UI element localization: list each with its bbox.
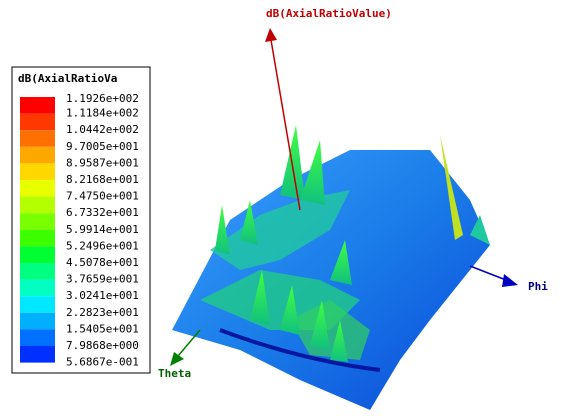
legend-title: dB(AxialRatioVa — [18, 72, 117, 85]
legend-label: 8.2168e+001 — [66, 173, 139, 186]
legend-swatch — [20, 329, 55, 346]
legend-swatch — [20, 246, 55, 263]
legend: dB(AxialRatioVa 1.1926e+002 1.1184e+002 1.… — [11, 66, 151, 374]
legend-swatch — [20, 97, 55, 114]
legend-swatch — [20, 312, 55, 330]
legend-label: 5.6867e-001 — [66, 356, 139, 369]
legend-label: 5.9914e+001 — [66, 223, 139, 236]
axes — [170, 28, 518, 366]
legend-swatch — [20, 146, 55, 164]
surface — [172, 125, 490, 410]
legend-swatch — [20, 163, 55, 180]
legend-label: 5.2496e+001 — [66, 239, 139, 252]
legend-label: 2.2823e+001 — [66, 306, 139, 319]
legend-swatch — [20, 296, 55, 313]
legend-swatch — [20, 229, 55, 247]
legend-label: 3.0241e+001 — [66, 289, 139, 302]
legend-label: 9.7005e+001 — [66, 140, 139, 153]
legend-swatch — [20, 213, 55, 230]
legend-label: 3.7659e+001 — [66, 273, 139, 286]
legend-label: 8.9587e+001 — [66, 156, 139, 169]
legend-swatch — [20, 196, 55, 214]
legend-label: 1.1184e+002 — [66, 107, 139, 120]
x-axis-label: Phi — [528, 280, 548, 293]
legend-swatch — [20, 180, 55, 197]
y-axis-label: Theta — [158, 367, 191, 380]
legend-swatch — [20, 263, 55, 280]
z-axis-label: dB(AxialRatioValue) — [266, 7, 392, 20]
legend-label: 1.1926e+002 — [66, 92, 139, 105]
legend-swatch — [20, 346, 55, 363]
legend-label: 6.7332e+001 — [66, 206, 139, 219]
legend-label: 7.4750e+001 — [66, 190, 139, 203]
legend-label: 1.5405e+001 — [66, 322, 139, 335]
legend-label: 7.9868e+000 — [66, 339, 139, 352]
legend-swatch — [20, 113, 55, 131]
legend-label: 1.0442e+002 — [66, 123, 139, 136]
legend-swatch — [20, 130, 55, 147]
legend-swatch — [20, 279, 55, 297]
legend-label: 4.5078e+001 — [66, 256, 139, 269]
